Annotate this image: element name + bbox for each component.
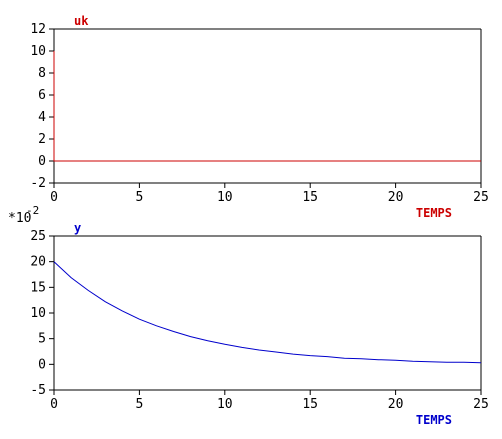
x-tick-label: 20 xyxy=(388,190,404,205)
x-tick-label: 25 xyxy=(473,397,489,412)
y-tick-label: 0 xyxy=(38,154,46,169)
y-scale-factor: *10 xyxy=(8,211,31,226)
x-axis-label: TEMPS xyxy=(416,206,452,220)
y-tick-label: 10 xyxy=(30,44,46,59)
x-tick-label: 25 xyxy=(473,190,489,205)
x-tick-label: 10 xyxy=(217,190,233,205)
series-line-y xyxy=(53,261,482,364)
y-axis-label: y xyxy=(74,221,81,235)
y-tick-label: 4 xyxy=(38,110,46,125)
x-tick-label: 0 xyxy=(50,190,58,205)
y-tick-label: 2 xyxy=(38,132,46,147)
x-axis-label: TEMPS xyxy=(416,413,452,427)
y-scale-exponent: -2 xyxy=(26,204,39,217)
y-tick-label: 8 xyxy=(38,66,46,81)
x-tick-label: 5 xyxy=(135,190,143,205)
y-tick-label: 5 xyxy=(38,332,46,347)
x-tick-label: 20 xyxy=(388,397,404,412)
y-tick-label: -5 xyxy=(30,383,46,398)
y-tick-label: 10 xyxy=(30,306,46,321)
x-tick-label: 5 xyxy=(135,397,143,412)
y-tick-label: 12 xyxy=(30,22,46,37)
series-line-uk xyxy=(53,51,481,162)
y-tick-label: 25 xyxy=(30,229,46,244)
y-tick-label: 20 xyxy=(30,255,46,270)
y-tick-label: 15 xyxy=(30,280,46,295)
x-tick-label: 0 xyxy=(50,397,58,412)
x-tick-label: 15 xyxy=(302,190,318,205)
x-tick-label: 15 xyxy=(302,397,318,412)
chart-y: 25 20 15 10 5 0 -5 0 5 10 15 20 25 y TEMPS *10-2 xyxy=(8,204,489,427)
y-tick-label: -2 xyxy=(30,176,46,191)
x-tick-label: 10 xyxy=(217,397,233,412)
y-tick-label: 0 xyxy=(38,357,46,372)
y-tick-label: 6 xyxy=(38,88,46,103)
y-axis-label: uk xyxy=(74,14,89,28)
